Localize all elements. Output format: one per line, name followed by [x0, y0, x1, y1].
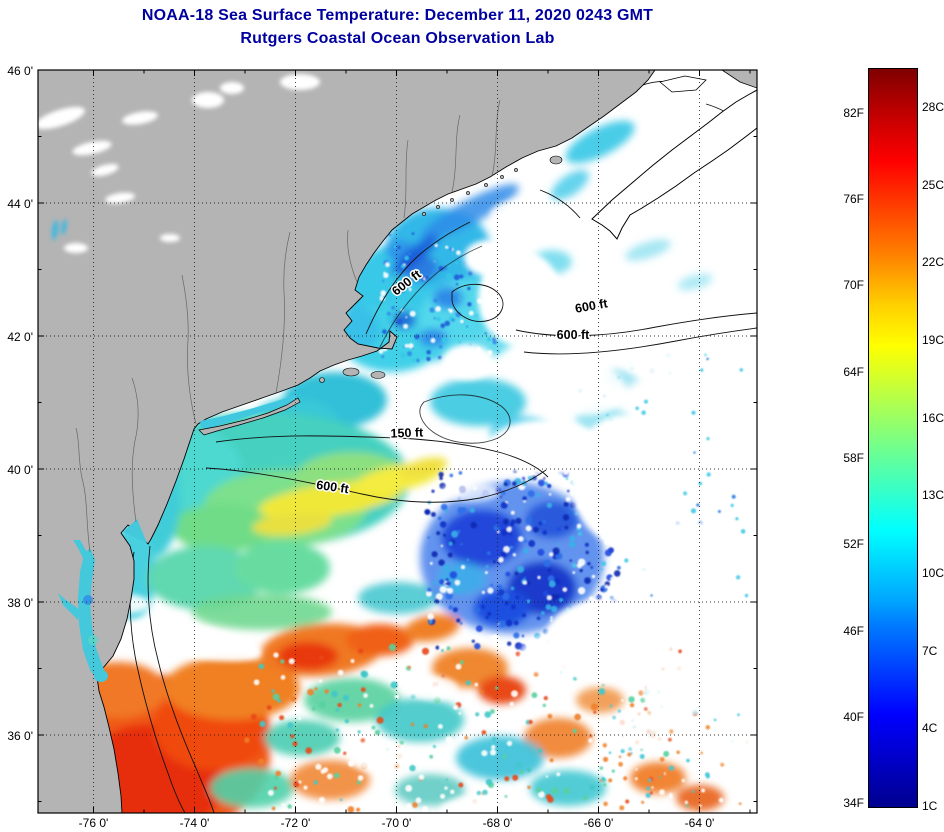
colorbar-c-label: 7C [922, 644, 938, 658]
colorbar-c-label: 4C [922, 721, 938, 735]
contour-label-600ft-shelf: 600 ft [315, 478, 350, 497]
y-tick-label: 38 0' [7, 596, 33, 610]
y-tick-label: 40 0' [7, 463, 33, 477]
x-axis: -76 0' -74 0' -72 0' -70 0' -68 0' -66 0… [79, 816, 715, 830]
colorbar-c-label: 13C [922, 488, 944, 502]
contour-label-150ft-shelf: 150 ft [390, 425, 424, 440]
colorbar-f-label: 46F [843, 624, 864, 638]
x-tick-label: -76 0' [79, 816, 109, 830]
colorbar-gradient [868, 68, 918, 808]
colorbar-f-label: 40F [843, 710, 864, 724]
colorbar-f-label: 82F [843, 106, 864, 120]
colorbar-c-label: 19C [922, 333, 944, 347]
x-tick-label: -70 0' [382, 816, 412, 830]
colorbar-f-label: 76F [843, 192, 864, 206]
y-tick-label: 42 0' [7, 330, 33, 344]
coastal-islands [319, 155, 563, 383]
x-tick-label: -64 0' [685, 816, 715, 830]
colorbar-f-label: 70F [843, 278, 864, 292]
colorbar-c-label: 10C [922, 566, 944, 580]
colorbar-c-label: 16C [922, 411, 944, 425]
colorbar-f-label: 58F [843, 451, 864, 465]
land-layer [38, 70, 757, 813]
contour-label-600ft-scotian-2: 600 ft [557, 328, 590, 342]
nova-scotia [591, 89, 757, 240]
x-tick-label: -74 0' [180, 816, 210, 830]
x-tick-label: -68 0' [483, 816, 513, 830]
colorbar-c-label: 25C [922, 178, 944, 192]
colorbar-f-label: 64F [843, 365, 864, 379]
colorbar-c-label: 22C [922, 255, 944, 269]
rivers [75, 99, 501, 553]
plot-frame [37, 69, 758, 814]
chesapeake-bay [58, 540, 108, 682]
land-cloud-streaks [38, 74, 320, 253]
delaware-bay [123, 519, 147, 543]
corner-landmass [721, 70, 757, 89]
cape-breton-outline [659, 75, 707, 93]
y-axis: 46 0' 44 0' 42 0' 40 0' 38 0' 36 0' [7, 64, 33, 743]
x-tick-label: -66 0' [584, 816, 614, 830]
x-tick-label: -72 0' [281, 816, 311, 830]
y-tick-label: 44 0' [7, 197, 33, 211]
colorbar-c-label: 1C [922, 799, 938, 813]
page-subtitle: Rutgers Coastal Ocean Observation Lab [240, 30, 555, 47]
long-island-sound [200, 394, 297, 429]
y-tick-label: 46 0' [7, 64, 33, 78]
colorbar-c-label: 28C [922, 100, 944, 114]
mainland-landmass [38, 70, 656, 813]
page-title: NOAA-18 Sea Surface Temperature: Decembe… [141, 7, 654, 24]
map-plot-area [38, 70, 757, 813]
axis-ticks [38, 69, 757, 813]
colorbar-f-label: 52F [843, 537, 864, 551]
long-island [198, 397, 301, 436]
y-tick-label: 36 0' [7, 729, 33, 743]
colorbar-f-label: 34F [843, 796, 864, 810]
